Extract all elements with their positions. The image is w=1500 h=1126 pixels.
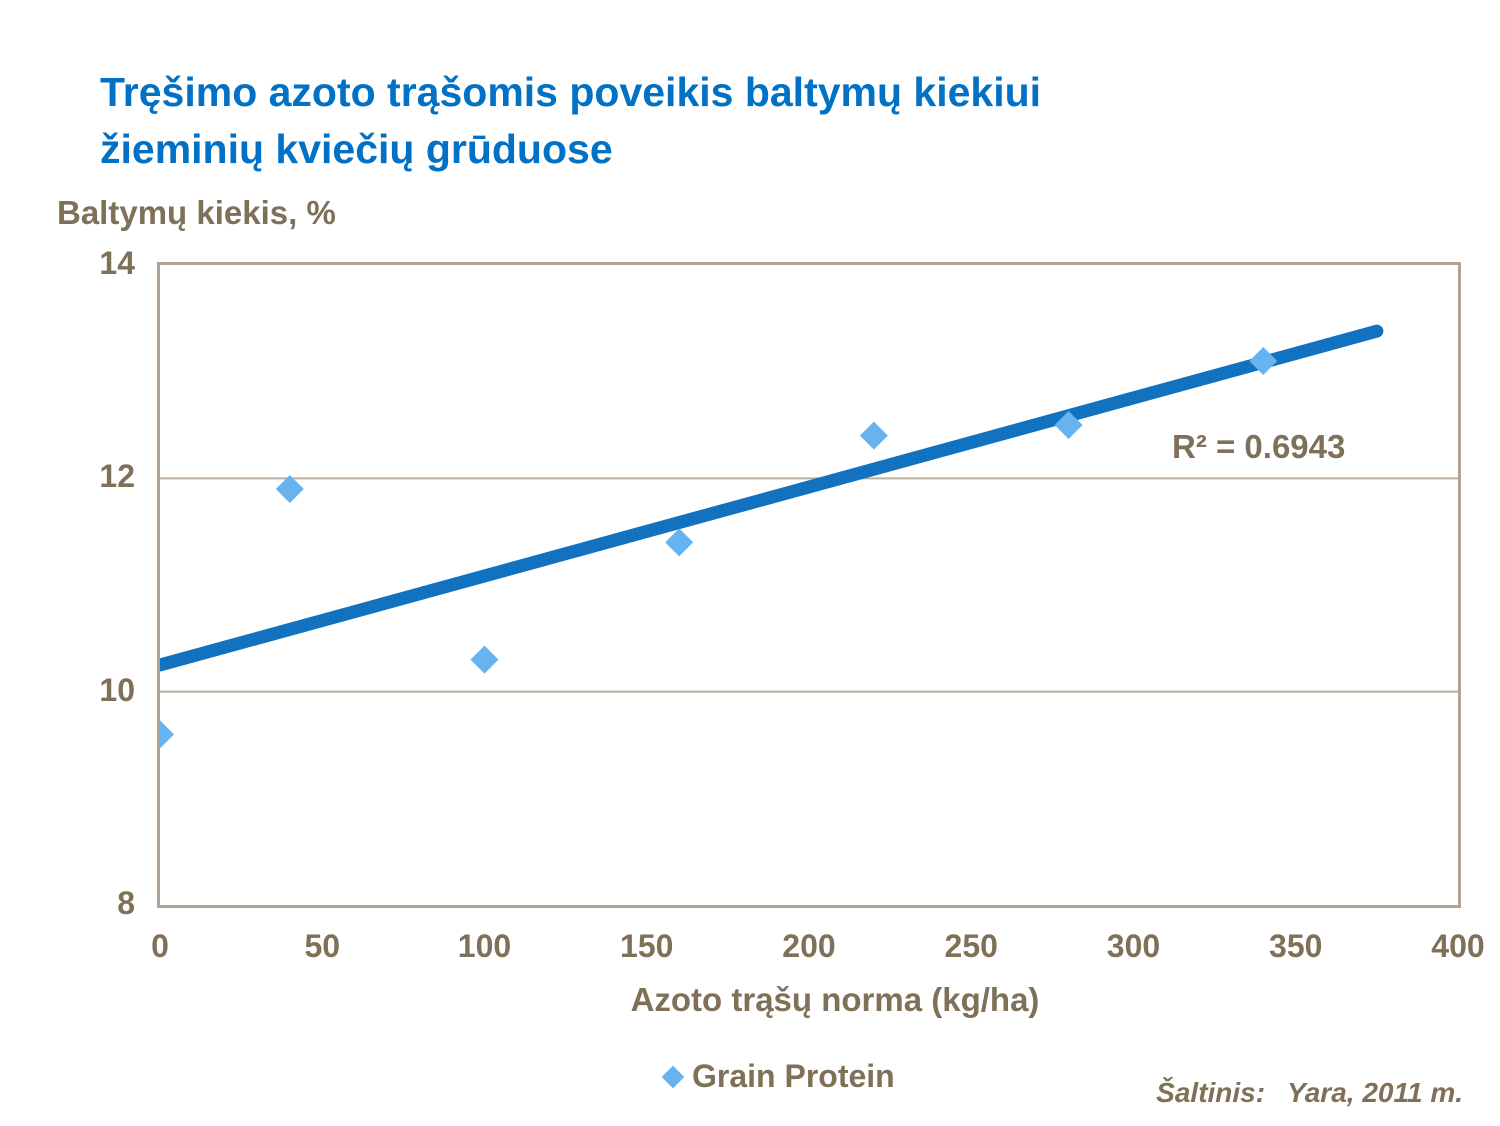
data-point: [1249, 347, 1278, 375]
y-tick-label: 14: [99, 245, 135, 281]
data-point: [275, 475, 304, 503]
x-tick-label: 250: [944, 928, 998, 964]
trendline: [160, 324, 1384, 672]
data-point: [160, 720, 174, 749]
x-tick-label: 350: [1269, 928, 1323, 964]
source-note: Šaltinis: Yara, 2011 m.: [1156, 1077, 1463, 1109]
chart-title-line2: žieminių kviečių grūduose: [100, 125, 613, 172]
data-point: [1054, 411, 1083, 439]
data-point: [470, 645, 499, 674]
chart-plot-area: [157, 262, 1461, 908]
source-text: Yara, 2011 m.: [1287, 1077, 1463, 1108]
x-tick-label: 100: [457, 928, 512, 964]
r-squared-annotation: R² = 0.6943: [1172, 428, 1346, 465]
x-tick-label: 150: [620, 928, 674, 964]
x-tick-label: 300: [1106, 928, 1161, 964]
diamond-icon: [661, 1065, 685, 1088]
y-axis-title: Baltymų kiekis, %: [57, 194, 336, 231]
chart-title: Tręšimo azoto trąšomis poveikis baltymų …: [100, 64, 1340, 177]
y-tick-label: 8: [117, 885, 135, 921]
scatter-chart: [160, 324, 1458, 749]
x-tick-label: 50: [304, 928, 341, 964]
x-tick-label: 0: [151, 928, 169, 964]
x-axis-title: Azoto trąšų norma (kg/ha): [630, 981, 1040, 1018]
data-point: [665, 528, 694, 557]
y-tick-label: 12: [99, 458, 135, 495]
chart-title-line1: Tręšimo azoto trąšomis poveikis baltymų …: [100, 69, 1042, 115]
x-tick-label: 400: [1431, 928, 1485, 964]
legend-label: Grain Protein: [692, 1058, 895, 1094]
x-tick-label: 200: [782, 928, 836, 964]
legend: Grain Protein: [661, 1058, 895, 1095]
data-point: [859, 421, 888, 450]
source-prefix: Šaltinis:: [1156, 1077, 1266, 1108]
y-tick-label: 10: [99, 671, 135, 708]
